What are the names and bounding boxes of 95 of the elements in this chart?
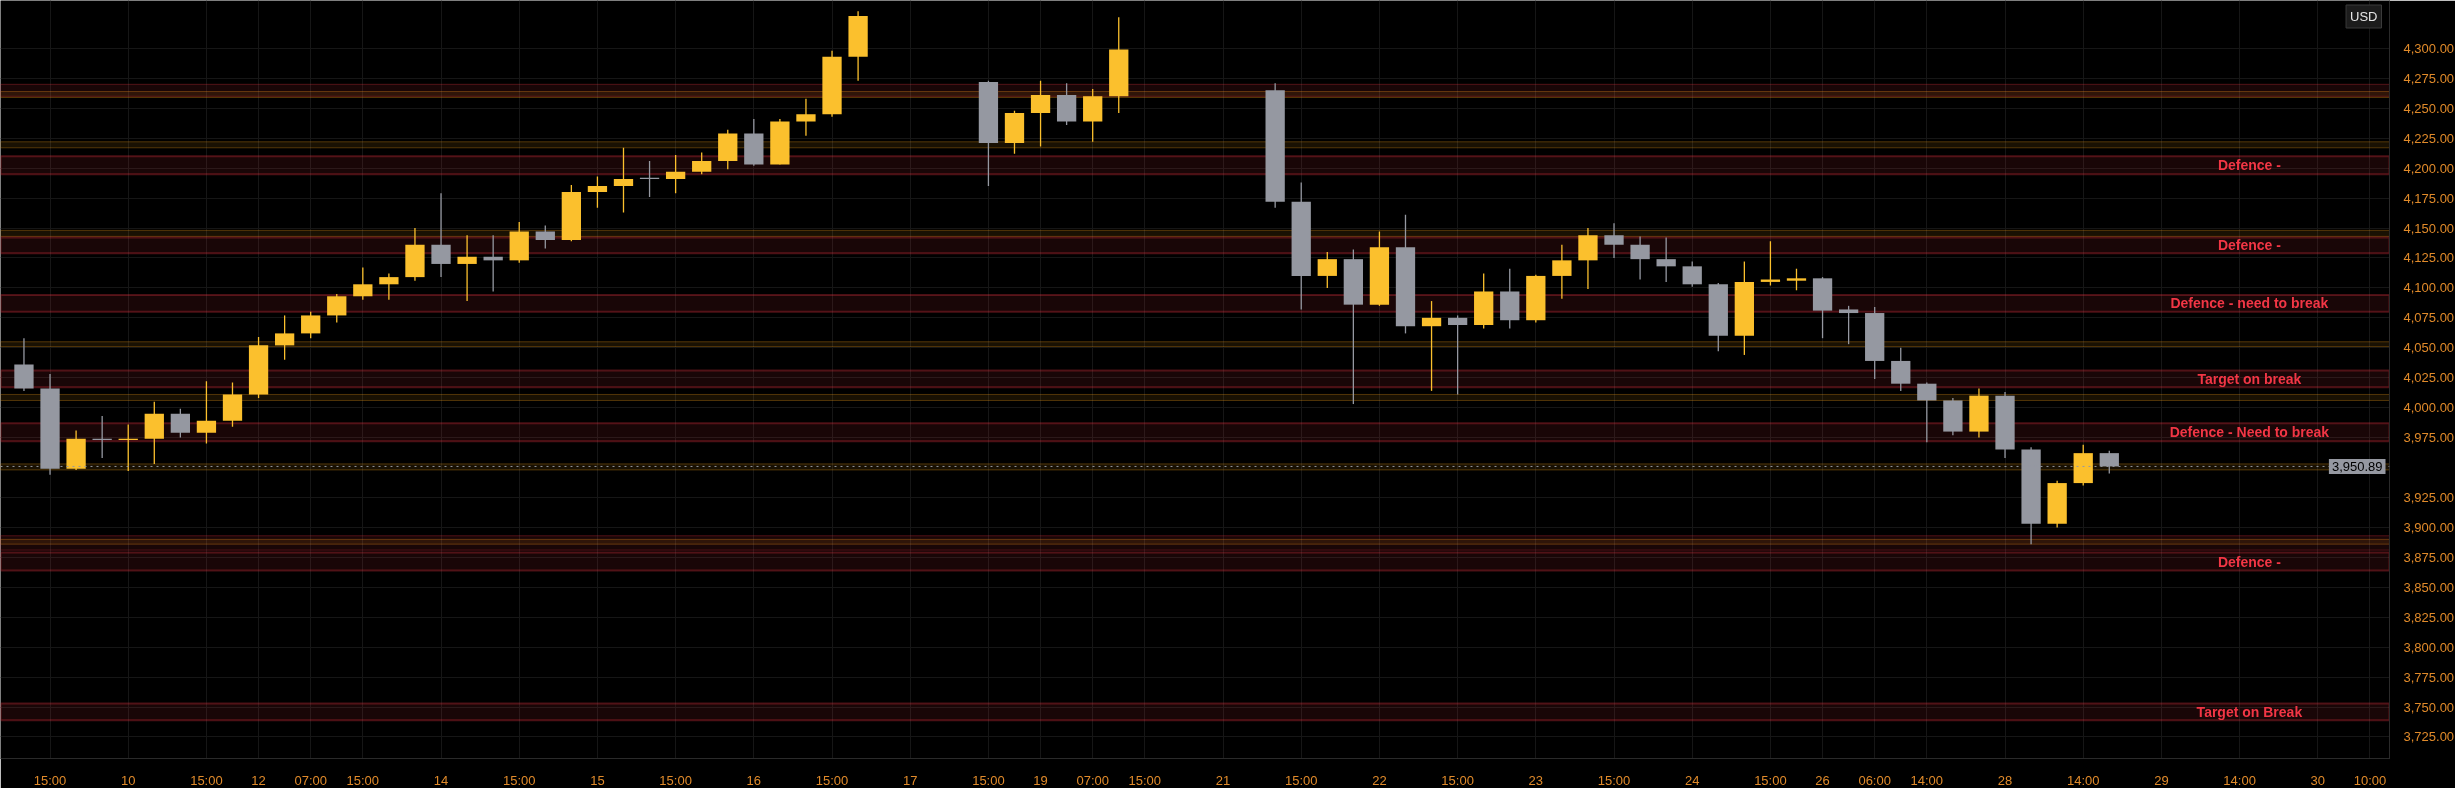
- y-tick-label: 4,275.00: [2403, 70, 2455, 86]
- y-tick-label: 3,800.00: [2403, 639, 2455, 655]
- band-label: Defence - Need to break: [2169, 424, 2330, 441]
- x-tick-label: 14:00: [2223, 772, 2256, 788]
- y-tick-label: 4,000.00: [2403, 400, 2455, 416]
- candlestick: [274, 314, 295, 361]
- y-tick-label: 4,150.00: [2403, 220, 2455, 236]
- x-tick-label: 15:00: [659, 772, 692, 788]
- candlestick: [613, 147, 634, 214]
- y-tick-label: 3,975.00: [2403, 430, 2455, 446]
- candlestick: [1838, 305, 1859, 345]
- candlestick: [535, 224, 555, 250]
- x-tick-label: 28: [1997, 772, 2013, 788]
- candlestick: [457, 234, 477, 302]
- x-tick-label: 15:00: [1754, 772, 1787, 788]
- band-label: Target on Break: [2196, 703, 2303, 720]
- candlestick: [1891, 347, 1911, 392]
- band-label: Defence -: [2217, 553, 2282, 570]
- candlestick: [196, 380, 217, 445]
- x-tick-label: 19: [1033, 772, 1048, 788]
- x-tick-label: 15:00: [33, 772, 67, 788]
- candlestick: [431, 192, 451, 278]
- ref-line-label: 3,950.89: [2331, 458, 2383, 474]
- x-tick-label: 14:00: [2066, 772, 2100, 788]
- y-tick-label: 4,075.00: [2403, 310, 2455, 326]
- x-tick-label: 10: [121, 772, 136, 788]
- y-tick-label: 3,900.00: [2403, 519, 2455, 535]
- candlestick: [379, 272, 399, 301]
- candlestick: [1604, 222, 1624, 259]
- candlestick: [1552, 244, 1572, 300]
- candlestick: [170, 408, 190, 439]
- x-tick-label: 07:00: [294, 772, 327, 788]
- x-tick-label: 26: [1815, 772, 1830, 788]
- candlestick: [1656, 236, 1676, 283]
- y-tick-label: 4,200.00: [2403, 160, 2455, 176]
- candlestick: [1786, 268, 1807, 291]
- candlestick: [587, 175, 608, 209]
- candlestick: [1421, 300, 1442, 392]
- candlestick: [1630, 235, 1650, 281]
- y-tick-label: 3,750.00: [2403, 699, 2455, 715]
- y-tick-label: 3,925.00: [2403, 489, 2455, 505]
- candlestick: [796, 98, 816, 137]
- y-tick-label: 4,250.00: [2403, 100, 2455, 116]
- x-tick-label: 12: [251, 772, 266, 788]
- band-label: Target on break: [2197, 370, 2302, 387]
- band-label: Defence -: [2217, 157, 2282, 174]
- y-tick-label: 3,775.00: [2403, 669, 2455, 685]
- x-tick-label: 15:00: [346, 772, 380, 788]
- candlestick: [1317, 251, 1337, 289]
- y-tick-label: 3,825.00: [2403, 609, 2455, 625]
- candlestick: [1917, 381, 1937, 444]
- x-tick-label: 15:00: [1597, 772, 1631, 788]
- y-tick-label: 4,125.00: [2403, 250, 2455, 266]
- y-tick-label: 4,300.00: [2403, 40, 2455, 56]
- candlestick: [301, 311, 321, 339]
- candlestick: [1682, 260, 1702, 288]
- x-tick-label: 17: [902, 772, 918, 788]
- candlestick: [692, 151, 712, 175]
- y-tick-label: 4,050.00: [2403, 340, 2455, 356]
- x-tick-label: 15:00: [1284, 772, 1318, 788]
- x-tick-label: 15:00: [815, 772, 849, 788]
- x-tick-label: 15:00: [1441, 772, 1474, 788]
- candlestick: [14, 337, 34, 392]
- y-tick-label: 4,175.00: [2403, 190, 2455, 206]
- x-tick-label: 30: [2310, 772, 2326, 788]
- x-tick-label: 06:00: [1858, 772, 1891, 788]
- y-tick-label: 3,725.00: [2403, 729, 2455, 745]
- y-tick-label: 4,225.00: [2403, 130, 2455, 146]
- candlestick: [1447, 314, 1468, 396]
- candlestick: [353, 266, 373, 301]
- x-tick-label: 14:00: [1910, 772, 1944, 788]
- y-tick-label: 4,100.00: [2403, 280, 2455, 296]
- x-tick-label: 22: [1372, 772, 1387, 788]
- x-tick-label: 29: [2154, 772, 2169, 788]
- y-tick-label: 4,025.00: [2403, 370, 2455, 386]
- x-tick-label: 15:00: [972, 772, 1005, 788]
- x-tick-label: 15:00: [1128, 772, 1162, 788]
- x-tick-label: 23: [1528, 772, 1544, 788]
- candlestick: [1030, 80, 1051, 148]
- candlestick: [665, 154, 686, 194]
- x-tick-label: 15: [590, 772, 605, 788]
- y-tick-label: 3,850.00: [2403, 579, 2455, 595]
- y-axis-title: USD: [2350, 9, 2378, 24]
- y-tick-label: 3,875.00: [2403, 549, 2455, 565]
- x-tick-label: 21: [1215, 772, 1231, 788]
- band-label: Defence - need to break: [2170, 295, 2329, 312]
- x-tick-label: 14: [433, 772, 449, 788]
- x-tick-label: 10:00: [2353, 772, 2387, 788]
- band-label: Defence -: [2217, 237, 2282, 254]
- x-tick-label: 07:00: [1076, 772, 1109, 788]
- x-tick-label: 15:00: [502, 772, 536, 788]
- x-tick-label: 15:00: [190, 772, 223, 788]
- candlestick: [327, 293, 347, 324]
- x-tick-label: 24: [1684, 772, 1700, 788]
- x-tick-label: 16: [746, 772, 762, 788]
